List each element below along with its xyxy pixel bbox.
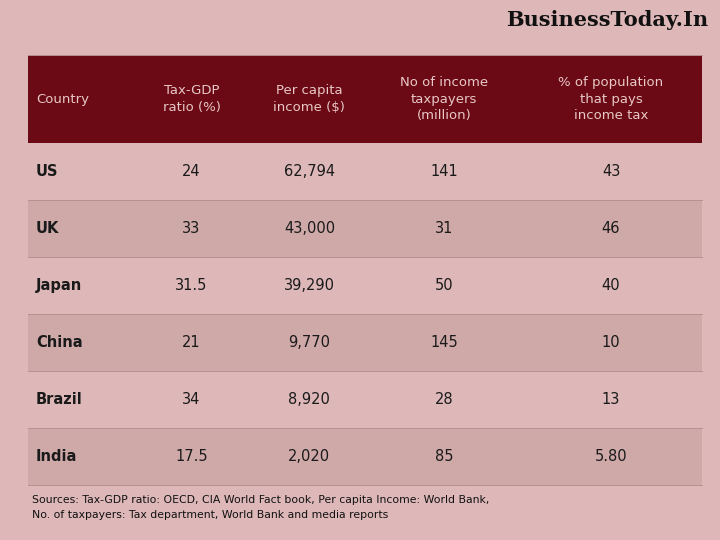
- Text: 145: 145: [431, 335, 458, 350]
- FancyBboxPatch shape: [28, 371, 702, 428]
- Text: Country: Country: [36, 92, 89, 105]
- Text: % of population
that pays
income tax: % of population that pays income tax: [559, 76, 664, 122]
- FancyBboxPatch shape: [28, 428, 702, 485]
- Text: China: China: [36, 335, 83, 350]
- Text: Brazil: Brazil: [36, 392, 83, 407]
- Text: 24: 24: [182, 164, 201, 179]
- Text: 17.5: 17.5: [175, 449, 208, 464]
- FancyBboxPatch shape: [28, 143, 702, 200]
- Text: Per capita
income ($): Per capita income ($): [274, 84, 346, 114]
- Text: 50: 50: [435, 278, 454, 293]
- Text: 21: 21: [182, 335, 201, 350]
- Text: 141: 141: [431, 164, 458, 179]
- Text: 40: 40: [602, 278, 621, 293]
- Text: 33: 33: [182, 221, 201, 236]
- Text: 39,290: 39,290: [284, 278, 335, 293]
- Text: India: India: [36, 449, 77, 464]
- FancyBboxPatch shape: [28, 200, 702, 257]
- Text: 31: 31: [435, 221, 454, 236]
- Text: 31.5: 31.5: [175, 278, 207, 293]
- FancyBboxPatch shape: [28, 257, 702, 314]
- Text: 5.80: 5.80: [595, 449, 627, 464]
- Text: BusinessToday.In: BusinessToday.In: [506, 10, 708, 30]
- Text: Tax-GDP
ratio (%): Tax-GDP ratio (%): [163, 84, 220, 114]
- Text: 10: 10: [602, 335, 621, 350]
- Text: Sources: Tax-GDP ratio: OECD, CIA World Fact book, Per capita Income: World Bank: Sources: Tax-GDP ratio: OECD, CIA World …: [32, 495, 490, 520]
- Text: UK: UK: [36, 221, 59, 236]
- Text: 85: 85: [435, 449, 454, 464]
- Text: 9,770: 9,770: [289, 335, 330, 350]
- Text: 34: 34: [182, 392, 201, 407]
- FancyBboxPatch shape: [28, 314, 702, 371]
- Text: No of income
taxpayers
(million): No of income taxpayers (million): [400, 76, 488, 122]
- Text: 43: 43: [602, 164, 620, 179]
- Text: 13: 13: [602, 392, 620, 407]
- Text: 28: 28: [435, 392, 454, 407]
- Text: US: US: [36, 164, 58, 179]
- Text: 46: 46: [602, 221, 620, 236]
- Text: 8,920: 8,920: [289, 392, 330, 407]
- Text: 43,000: 43,000: [284, 221, 335, 236]
- Text: Japan: Japan: [36, 278, 82, 293]
- Text: 2,020: 2,020: [288, 449, 330, 464]
- FancyBboxPatch shape: [28, 55, 702, 143]
- Text: 62,794: 62,794: [284, 164, 335, 179]
